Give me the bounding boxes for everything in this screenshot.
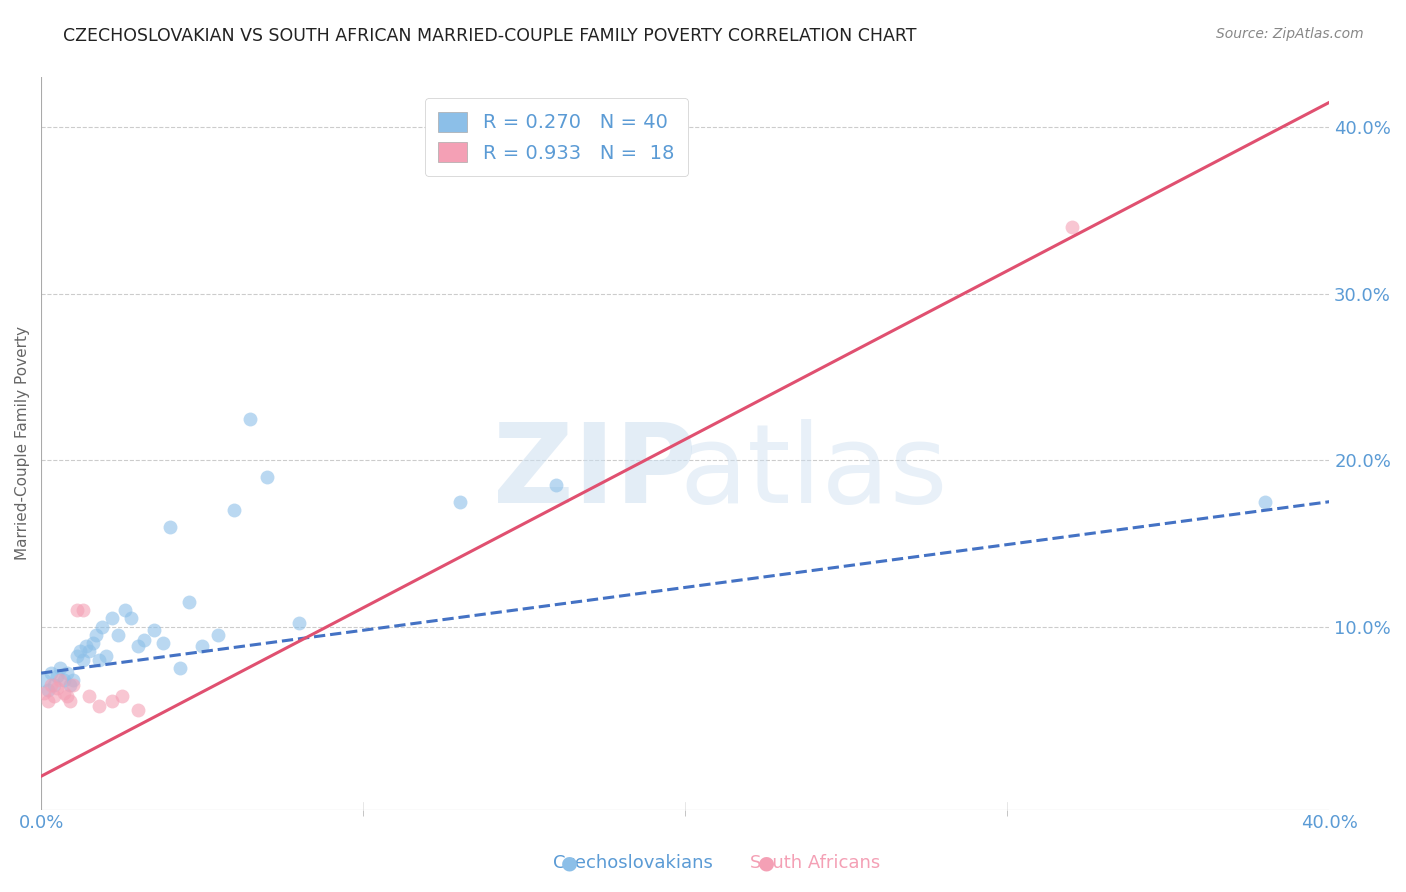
Point	[207, 628, 229, 642]
Point	[127, 640, 149, 654]
Point	[94, 649, 117, 664]
Point	[191, 640, 214, 654]
Point	[79, 690, 101, 704]
Point	[1254, 494, 1277, 508]
Point	[91, 619, 114, 633]
Point	[107, 628, 129, 642]
Point	[87, 653, 110, 667]
Point	[62, 673, 84, 687]
Point	[256, 469, 278, 483]
Point	[101, 694, 124, 708]
Point	[49, 661, 72, 675]
Legend: R = 0.270   N = 40, R = 0.933   N =  18: R = 0.270 N = 40, R = 0.933 N = 18	[425, 98, 688, 176]
Y-axis label: Married-Couple Family Poverty: Married-Couple Family Poverty	[15, 326, 30, 560]
Point	[287, 616, 309, 631]
Point	[56, 690, 79, 704]
Text: atlas: atlas	[679, 419, 948, 526]
Point	[82, 636, 104, 650]
Text: South Africans: South Africans	[751, 855, 880, 872]
Point	[69, 644, 91, 658]
Point	[79, 644, 101, 658]
Point	[49, 673, 72, 687]
Point	[65, 649, 87, 664]
Point	[37, 694, 59, 708]
Point	[114, 603, 136, 617]
Point	[42, 690, 65, 704]
Point	[134, 632, 156, 647]
Point	[1060, 220, 1083, 235]
Point	[224, 503, 246, 517]
Text: ZIP: ZIP	[494, 419, 697, 526]
Point	[239, 411, 262, 425]
Text: ●: ●	[561, 854, 578, 873]
Point	[59, 694, 82, 708]
Point	[56, 666, 79, 681]
Text: CZECHOSLOVAKIAN VS SOUTH AFRICAN MARRIED-COUPLE FAMILY POVERTY CORRELATION CHART: CZECHOSLOVAKIAN VS SOUTH AFRICAN MARRIED…	[63, 27, 917, 45]
Point	[159, 519, 181, 533]
Point	[449, 494, 471, 508]
Point	[111, 690, 134, 704]
Point	[65, 603, 87, 617]
Point	[142, 623, 165, 637]
Point	[34, 686, 56, 700]
Point	[152, 636, 174, 650]
Text: ●: ●	[758, 854, 775, 873]
Point	[101, 611, 124, 625]
Point	[169, 661, 191, 675]
Point	[75, 640, 97, 654]
Point	[39, 666, 62, 681]
Text: Source: ZipAtlas.com: Source: ZipAtlas.com	[1216, 27, 1364, 41]
Point	[62, 678, 84, 692]
Point	[37, 682, 59, 697]
Point	[46, 669, 69, 683]
Point	[42, 678, 65, 692]
Point	[52, 686, 75, 700]
Point	[84, 628, 107, 642]
Point	[34, 673, 56, 687]
Point	[179, 594, 201, 608]
Point	[72, 653, 94, 667]
Point	[120, 611, 142, 625]
Point	[87, 699, 110, 714]
Point	[39, 678, 62, 692]
Point	[72, 603, 94, 617]
Point	[46, 681, 69, 695]
Point	[127, 703, 149, 717]
Point	[546, 478, 568, 492]
Text: Czechoslovakians: Czechoslovakians	[553, 855, 713, 872]
Point	[59, 678, 82, 692]
Point	[52, 673, 75, 687]
